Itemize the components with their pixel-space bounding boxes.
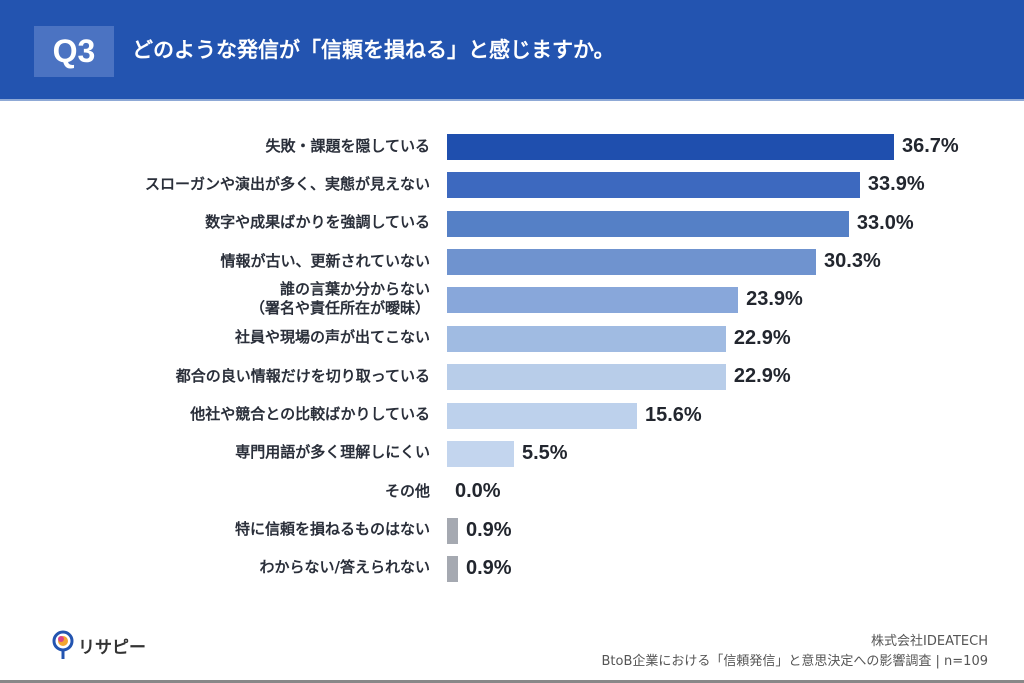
bar [447,555,458,582]
bar [447,517,458,544]
value-label: 30.3% [824,250,881,273]
risapy-logo: リサピー [52,630,146,660]
bar [447,210,849,237]
value-label: 22.9% [733,326,791,349]
value-label: 0.0% [455,480,501,503]
category-label: 失敗・課題を隠している [265,136,430,155]
bar [447,364,726,391]
bar [447,402,637,429]
bar [447,134,894,160]
value-label: 5.5% [521,441,568,464]
logo-text: リサピー [78,637,146,658]
category-label: その他 [384,481,430,500]
value-label: 23.9% [746,288,803,311]
bar [447,325,726,352]
bar-chart: 失敗・課題を隠している 36.7% スローガンや演出が多く、実態が見えない 33.9%… [144,134,959,582]
value-label: 22.9% [733,365,791,388]
pin-logo-icon [52,630,74,659]
value-label: 33.0% [856,211,914,234]
bar [447,287,739,314]
category-label: 数字や成果ばかりを強調している [205,213,430,232]
survey-note: BtoB企業における「信頼発信」と意思決定への影響調査 | n=109 [601,654,988,669]
category-label: 社員や現場の声が出てこない [234,328,430,347]
category-label: 専門用語が多く理解しにくい [235,443,430,462]
value-label: 0.9% [465,556,512,579]
question-title: どのような発信が「信頼を損ねる」と感じますか。 [132,38,615,62]
header-banner: Q3 どのような発信が「信頼を損ねる」と感じますか。 [0,0,1024,101]
bar [447,172,860,199]
value-label: 36.7% [902,135,959,157]
value-label: 0.9% [465,518,512,541]
category-label: 特に信頼を損ねるものはない [234,520,430,539]
category-label: スローガンや演出が多く、実態が見えない [144,174,430,193]
category-label: 情報が古い、更新されていない [220,251,430,270]
category-label: 都合の良い情報だけを切り取っている [175,366,430,385]
category-label: わからない/答えられない [259,558,430,577]
bottom-divider [0,680,1024,683]
question-number: Q3 [34,26,114,77]
bar [447,249,817,276]
value-label: 33.9% [867,173,925,196]
category-label: 誰の言葉か分からない （署名や責任所在が曖昧） [249,280,430,318]
company-name: 株式会社IDEATECH [871,634,988,649]
category-label: 他社や競合との比較ばかりしている [190,405,430,424]
bar [447,440,514,467]
value-label: 15.6% [645,403,702,426]
